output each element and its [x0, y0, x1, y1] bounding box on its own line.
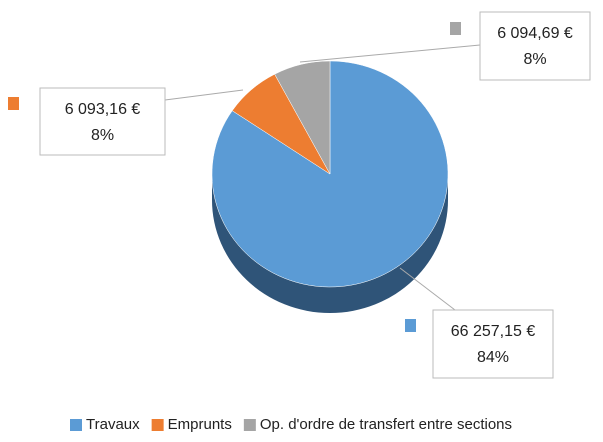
legend-label: Travaux	[86, 416, 140, 433]
percent-label: 8%	[523, 51, 546, 68]
leader-line	[399, 267, 456, 311]
legend-label: Emprunts	[168, 416, 232, 433]
legend-swatch	[243, 419, 256, 431]
percent-label: 84%	[477, 349, 509, 366]
label-marker	[450, 22, 461, 35]
leader-line	[299, 44, 481, 63]
data-labels: 66 257,15 € 84% 6 093,16 € 8% 6 094,69 € 8%	[8, 11, 591, 379]
leader-line	[164, 89, 244, 101]
legend-swatch	[151, 419, 164, 431]
label-marker	[405, 319, 416, 332]
value-label: 6 093,16 €	[65, 101, 141, 118]
label-marker	[8, 97, 19, 110]
pie	[211, 60, 449, 313]
label-box	[432, 309, 554, 379]
slice	[211, 60, 449, 288]
label-box	[479, 11, 591, 81]
slice	[274, 60, 331, 175]
value-label: 66 257,15 €	[451, 323, 536, 340]
slice-side	[212, 174, 448, 313]
percent-label: 8%	[91, 127, 114, 144]
value-label: 6 094,69 €	[497, 25, 573, 42]
legend-swatch	[70, 419, 82, 431]
legend-label: Op. d'ordre de transfert entre sections	[260, 416, 512, 433]
legend: Travaux Emprunts Op. d'ordre de transfert …	[70, 416, 512, 433]
label-box	[39, 87, 166, 156]
